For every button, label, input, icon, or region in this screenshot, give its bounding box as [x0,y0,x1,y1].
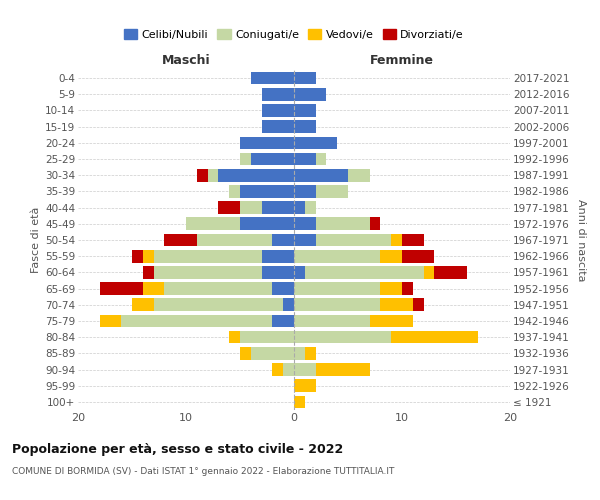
Bar [434,266,467,278]
Bar [143,282,164,295]
Bar [240,136,294,149]
Bar [305,347,316,360]
Bar [305,202,316,214]
Bar [294,185,316,198]
Bar [197,234,272,246]
Bar [218,202,240,214]
Bar [100,282,143,295]
Bar [240,202,262,214]
Bar [316,152,326,166]
Bar [391,331,478,344]
Bar [424,266,434,278]
Bar [294,282,380,295]
Bar [380,250,402,262]
Bar [294,72,316,85]
Bar [154,250,262,262]
Bar [316,185,348,198]
Bar [370,314,413,328]
Text: Femmine: Femmine [370,54,434,67]
Bar [154,298,283,311]
Bar [370,218,380,230]
Bar [294,250,380,262]
Bar [164,282,272,295]
Bar [262,104,294,117]
Bar [197,169,208,181]
Bar [251,72,294,85]
Bar [294,120,316,133]
Y-axis label: Fasce di età: Fasce di età [31,207,41,273]
Bar [294,218,316,230]
Bar [283,363,294,376]
Bar [164,234,197,246]
Bar [402,282,413,295]
Text: Maschi: Maschi [161,54,211,67]
Bar [294,136,337,149]
Bar [294,363,316,376]
Bar [100,314,121,328]
Legend: Celibi/Nubili, Coniugati/e, Vedovi/e, Divorziati/e: Celibi/Nubili, Coniugati/e, Vedovi/e, Di… [119,24,469,44]
Y-axis label: Anni di nascita: Anni di nascita [576,198,586,281]
Bar [262,202,294,214]
Bar [413,298,424,311]
Bar [251,347,294,360]
Bar [240,152,251,166]
Bar [316,363,370,376]
Bar [132,298,154,311]
Text: Popolazione per età, sesso e stato civile - 2022: Popolazione per età, sesso e stato civil… [12,442,343,456]
Bar [272,234,294,246]
Bar [294,396,305,408]
Bar [121,314,272,328]
Bar [294,88,326,101]
Bar [272,282,294,295]
Bar [380,298,413,311]
Bar [283,298,294,311]
Text: COMUNE DI BORMIDA (SV) - Dati ISTAT 1° gennaio 2022 - Elaborazione TUTTITALIA.IT: COMUNE DI BORMIDA (SV) - Dati ISTAT 1° g… [12,468,394,476]
Bar [316,234,391,246]
Bar [294,234,316,246]
Bar [272,314,294,328]
Bar [316,218,370,230]
Bar [240,218,294,230]
Bar [240,331,294,344]
Bar [143,266,154,278]
Bar [262,120,294,133]
Bar [132,250,143,262]
Bar [229,185,240,198]
Bar [402,250,434,262]
Bar [294,347,305,360]
Bar [294,380,316,392]
Bar [305,266,424,278]
Bar [251,152,294,166]
Bar [262,88,294,101]
Bar [294,169,348,181]
Bar [294,331,391,344]
Bar [391,234,402,246]
Bar [218,169,294,181]
Bar [294,314,370,328]
Bar [272,363,283,376]
Bar [240,185,294,198]
Bar [262,250,294,262]
Bar [186,218,240,230]
Bar [262,266,294,278]
Bar [294,152,316,166]
Bar [294,266,305,278]
Bar [154,266,262,278]
Bar [348,169,370,181]
Bar [294,202,305,214]
Bar [402,234,424,246]
Bar [294,298,380,311]
Bar [240,347,251,360]
Bar [143,250,154,262]
Bar [208,169,218,181]
Bar [380,282,402,295]
Bar [229,331,240,344]
Bar [294,104,316,117]
